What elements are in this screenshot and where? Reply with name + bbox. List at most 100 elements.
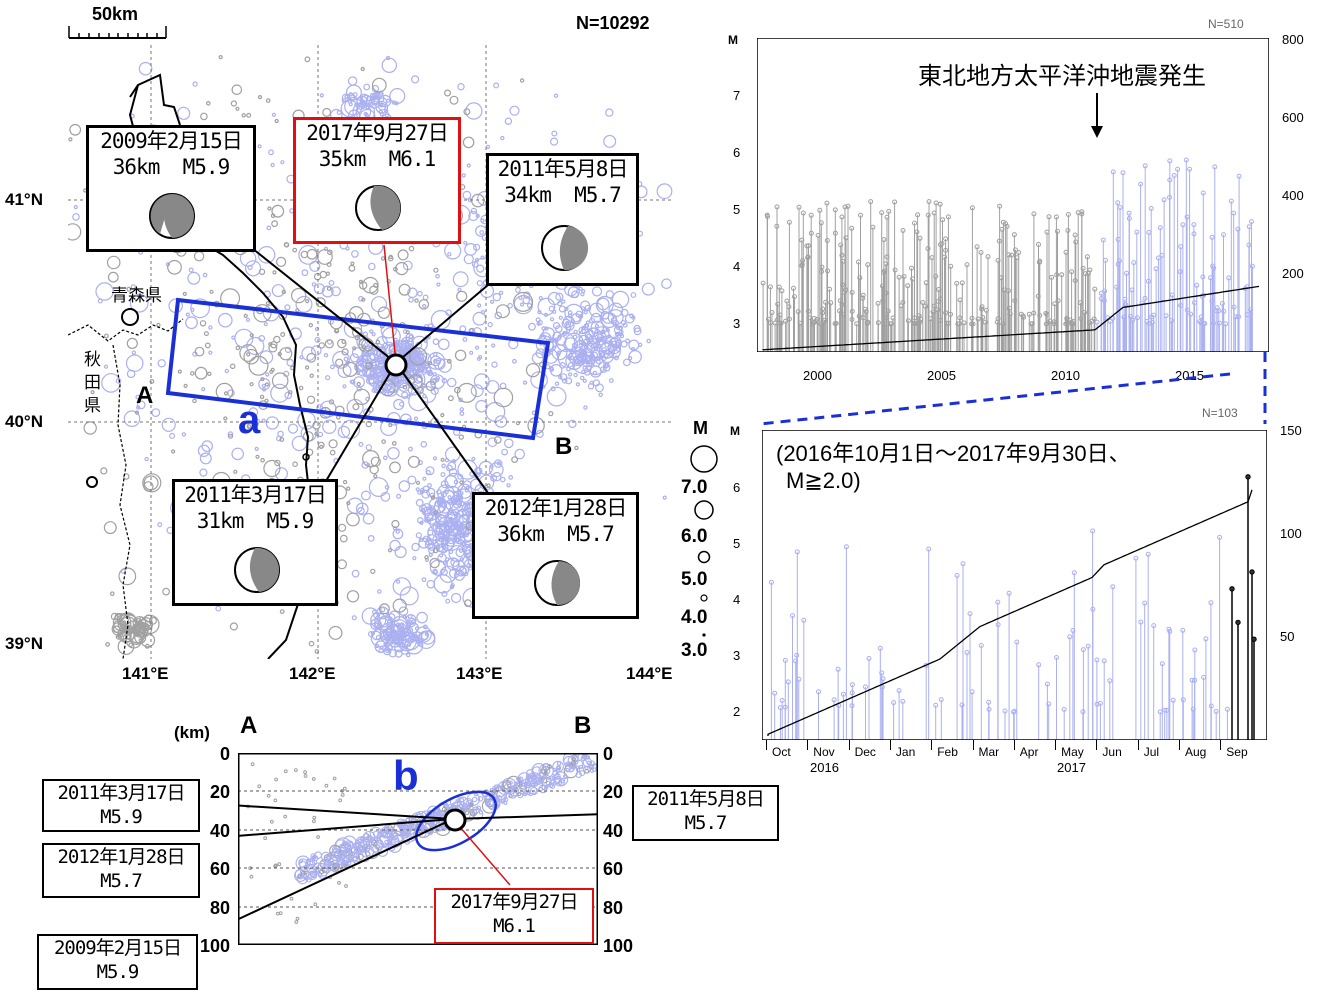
top-stem-head	[1046, 214, 1052, 220]
quake-mark	[424, 555, 429, 560]
quake-mark	[361, 297, 366, 302]
quake-mark	[279, 347, 293, 361]
quake-mark	[177, 106, 191, 120]
quake-mark	[192, 81, 198, 87]
bottom-chart-plot	[762, 430, 1267, 740]
quake-mark	[73, 205, 78, 210]
quake-mark	[509, 105, 520, 116]
bottom-stem-head	[1067, 634, 1073, 640]
quake-mark	[269, 369, 274, 374]
quake-mark	[341, 348, 349, 356]
quake-mark	[427, 370, 433, 376]
bottom-stem-head	[1180, 627, 1186, 633]
top-stem-head	[1175, 166, 1181, 172]
quake-mark	[448, 395, 454, 402]
top-stem-head	[1100, 237, 1106, 243]
quake-mark	[329, 449, 336, 456]
quake-mark	[359, 93, 369, 103]
quake-mark	[303, 774, 308, 778]
quake-mark	[194, 346, 205, 357]
quake-mark	[379, 112, 384, 117]
quake-mark	[463, 240, 468, 245]
quake-mark	[259, 394, 265, 400]
top-stem-head	[1161, 197, 1167, 203]
quake-mark	[306, 395, 316, 404]
quake-mark	[436, 496, 442, 502]
quake-mark	[267, 206, 272, 211]
bottom-stem-head	[843, 544, 849, 550]
top-stem-head	[1069, 269, 1075, 275]
quake-mark	[587, 359, 592, 365]
top-stem-head	[857, 275, 863, 281]
month-label-mar: Mar	[978, 745, 1000, 759]
quake-mark	[575, 765, 580, 770]
quake-mark	[578, 286, 583, 291]
quake-mark	[474, 257, 480, 263]
quake-mark	[371, 77, 387, 93]
quake-mark	[277, 862, 282, 867]
quake-mark	[115, 633, 122, 640]
month-tick	[931, 740, 933, 750]
main-shock-marker	[384, 353, 408, 377]
quake-mark	[430, 495, 436, 500]
quake-mark	[370, 568, 376, 574]
top-stem-head	[954, 280, 960, 286]
quake-mark	[486, 483, 491, 488]
month-tick	[1096, 740, 1098, 750]
bottom-stem-head	[1217, 534, 1223, 540]
event-date: 2011年3月17日	[184, 483, 327, 507]
quake-mark	[383, 647, 392, 656]
quake-mark	[129, 629, 145, 645]
month-label-apr: Apr	[1019, 745, 1039, 759]
bottom-stem-head	[866, 656, 872, 661]
bottom-stem-head	[1166, 626, 1172, 632]
quake-mark	[429, 492, 436, 499]
quake-mark	[558, 375, 563, 380]
scale-bar	[68, 26, 167, 39]
quake-mark	[253, 304, 272, 323]
top-stem-head	[1209, 234, 1215, 240]
quake-mark	[559, 373, 568, 381]
quake-mark	[555, 292, 564, 301]
bottom-stem-head	[1011, 708, 1017, 714]
quake-mark	[582, 378, 587, 383]
quake-mark	[387, 613, 396, 622]
quake-mark	[351, 327, 363, 338]
quake-mark	[283, 769, 288, 774]
quake-mark	[425, 466, 435, 476]
lat-label-39: 39°N	[5, 634, 43, 653]
quake-mark	[571, 757, 576, 762]
event-magnitude: M5.7	[567, 522, 615, 546]
bottom-stem-head	[1110, 584, 1116, 590]
quake-mark	[578, 764, 584, 770]
quake-mark	[376, 830, 392, 846]
quake-mark	[370, 612, 387, 629]
quake-mark	[151, 408, 161, 418]
quake-mark	[584, 369, 591, 376]
quake-mark	[314, 431, 319, 436]
quake-mark	[407, 475, 417, 485]
top-stem-head	[900, 228, 906, 233]
quake-mark	[432, 456, 438, 461]
bottom-stem-head	[1145, 551, 1151, 557]
quake-mark	[471, 193, 485, 208]
quake-mark	[416, 611, 428, 624]
top-stem-head	[800, 210, 806, 216]
month-tick	[807, 740, 809, 750]
top-stem-head	[930, 309, 936, 315]
quake-mark	[573, 339, 588, 353]
top-stem-head	[839, 214, 845, 220]
quake-mark	[134, 410, 140, 415]
top-stem-head	[786, 219, 792, 225]
quake-mark	[596, 297, 610, 311]
top-stem-head	[1065, 228, 1071, 233]
quake-mark	[321, 866, 328, 874]
quake-mark	[551, 130, 558, 137]
top-stem-head	[890, 315, 896, 321]
top-stem-head	[1157, 225, 1163, 231]
quake-mark	[413, 634, 419, 639]
top-stem-head	[779, 288, 785, 294]
top-stem-head	[879, 210, 885, 216]
quake-mark	[247, 264, 253, 271]
quake-mark	[218, 55, 223, 60]
